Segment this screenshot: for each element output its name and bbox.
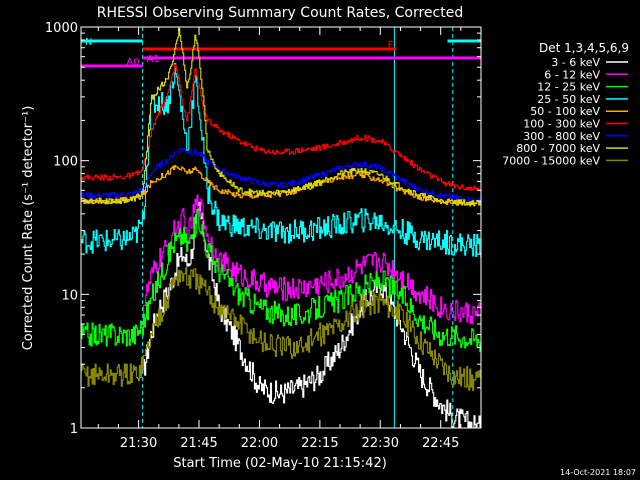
- legend-label-1: 3 - 6 keV: [551, 56, 600, 69]
- chart-title: RHESSI Observing Summary Count Rates, Co…: [97, 5, 463, 21]
- footer-date: 14-Oct-2021 18:07: [560, 468, 636, 477]
- x-tick-label: 22:30: [362, 436, 399, 451]
- x-tick-label: 22:00: [241, 436, 278, 451]
- legend-label-4: 25 - 50 keV: [537, 93, 600, 106]
- y-tick-label: 100: [53, 155, 78, 170]
- y-axis-label: Corrected Count Rate (s⁻¹ detector⁻¹): [21, 106, 36, 351]
- y-tick-label: 10: [61, 288, 78, 303]
- legend-label-3: 12 - 25 keV: [537, 81, 600, 94]
- legend-label-5: 50 - 100 keV: [530, 105, 600, 118]
- series-line-7: [81, 147, 482, 204]
- y-axis: 1 10 100 1000: [45, 21, 481, 437]
- x-tick-label: 22:45: [422, 436, 459, 451]
- legend-label-2: 6 - 12 keV: [544, 68, 600, 81]
- legend-label-8: 800 - 7000 keV: [516, 142, 600, 155]
- x-axis-label: Start Time (02-May-10 21:15:42): [173, 456, 387, 471]
- series-line-1: [142, 201, 481, 429]
- series-line-3: [81, 209, 482, 353]
- x-axis: 21:30 21:45 22:00 22:15 22:30 22:45: [97, 27, 482, 451]
- x-tick-label: 22:15: [301, 436, 338, 451]
- legend-label-6: 100 - 300 keV: [523, 118, 600, 131]
- series-line-9: [81, 267, 482, 391]
- plot-area: N F A0 A1: [80, 27, 482, 429]
- series-line-5: [81, 165, 482, 206]
- state-label-f: F: [388, 40, 394, 51]
- series-line-8: [81, 28, 482, 207]
- legend-title: Det 1,3,4,5,6,9: [539, 41, 629, 55]
- y-tick-label: 1: [70, 422, 78, 437]
- legend-label-9: 7000 - 15000 keV: [502, 154, 600, 167]
- plot-frame: [80, 26, 482, 429]
- x-tick-label: 21:45: [180, 436, 217, 451]
- state-label-n: N: [85, 37, 92, 48]
- y-tick-label: 1000: [45, 21, 78, 36]
- legend-label-7: 300 - 800 keV: [523, 130, 600, 143]
- x-tick-label: 21:30: [120, 436, 157, 451]
- state-label-a0: A0: [126, 57, 139, 68]
- series-line-4: [81, 62, 482, 258]
- state-label-a1: A1: [147, 54, 160, 65]
